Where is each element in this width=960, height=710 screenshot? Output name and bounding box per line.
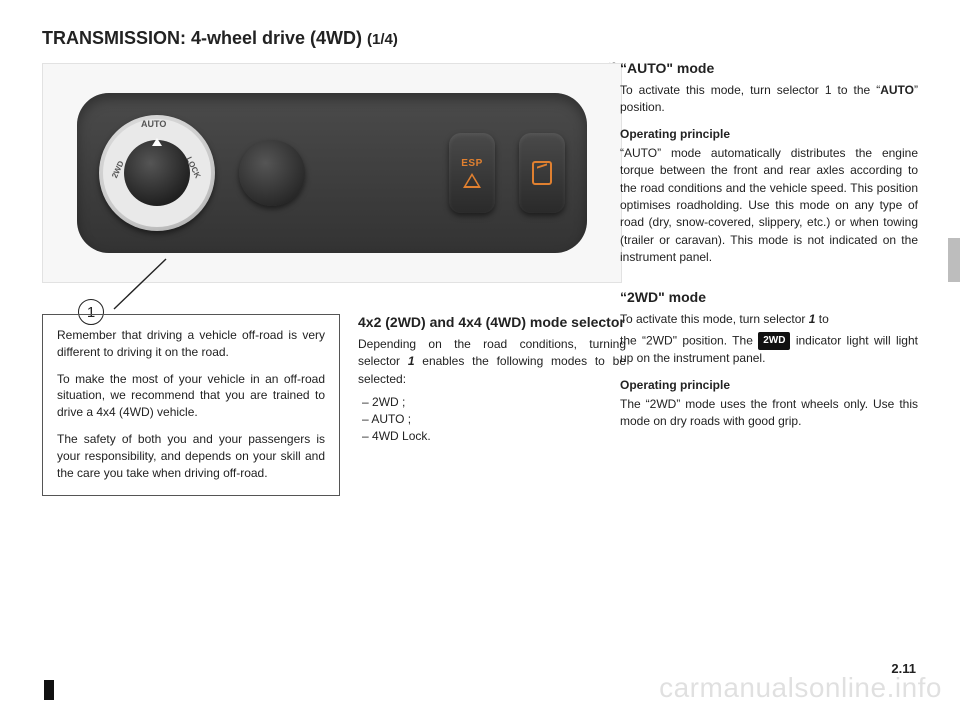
auto-mode-heading: “AUTO" mode (620, 60, 918, 76)
selector-intro: Depending on the road conditions, turnin… (358, 336, 626, 388)
box-p3: The safety of both you and your passenge… (57, 431, 325, 481)
mode-item-lock: 4WD Lock. (362, 429, 626, 443)
auto-op-body: “AUTO” mode automatically distributes th… (620, 145, 918, 267)
box-p2: To make the most of your vehicle in an o… (57, 371, 325, 421)
safety-box: Remember that driving a vehicle off-road… (42, 314, 340, 496)
title-sub: (1/4) (367, 31, 398, 48)
auto-activate-text: To activate this mode, turn selector 1 t… (620, 82, 918, 117)
twowd-activate-line1: To activate this mode, turn selector 1 t… (620, 311, 918, 328)
box-p1: Remember that driving a vehicle off-road… (57, 327, 325, 361)
section-tab (948, 238, 960, 282)
title-main: TRANSMISSION: 4-wheel drive (4WD) (42, 28, 367, 48)
twowd-activate-line2: the “2WD" position. The 2WD indicator li… (620, 332, 918, 368)
twowd-op-body: The “2WD” mode uses the front wheels onl… (620, 396, 918, 431)
mode-item-auto: AUTO ; (362, 412, 626, 426)
selector-heading: 4x2 (2WD) and 4x4 (4WD) mode selector (358, 314, 626, 330)
twowd-badge: 2WD (758, 332, 790, 351)
page-title: TRANSMISSION: 4-wheel drive (4WD) (1/4) (42, 28, 918, 49)
auto-op-heading: Operating principle (620, 127, 918, 141)
watermark: carmanualsonline.info (659, 672, 942, 704)
mode-list: 2WD ; AUTO ; 4WD Lock. (358, 392, 626, 446)
twowd-op-heading: Operating principle (620, 378, 918, 392)
mode-item-2wd: 2WD ; (362, 395, 626, 409)
twowd-mode-heading: “2WD" mode (620, 289, 918, 305)
crop-marks (44, 680, 54, 700)
